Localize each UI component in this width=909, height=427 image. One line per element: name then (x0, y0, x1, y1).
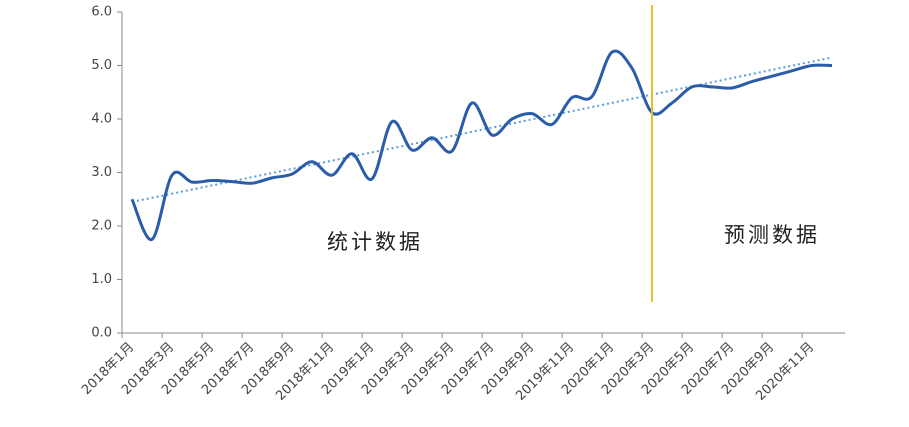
y-tick-label: 3.0 (91, 165, 112, 180)
y-tick-label: 6.0 (91, 5, 112, 20)
annotation: 预测数据 (724, 223, 820, 247)
annotation: 统计数据 (327, 230, 423, 254)
y-tick-label: 2.0 (91, 219, 112, 234)
data-line (130, 49, 833, 241)
trend-line (131, 56, 833, 203)
y-tick-label: 1.0 (91, 272, 112, 287)
y-tick-label: 5.0 (91, 58, 112, 73)
y-tick-label: 0.0 (91, 326, 112, 341)
y-tick-label: 4.0 (91, 112, 112, 127)
